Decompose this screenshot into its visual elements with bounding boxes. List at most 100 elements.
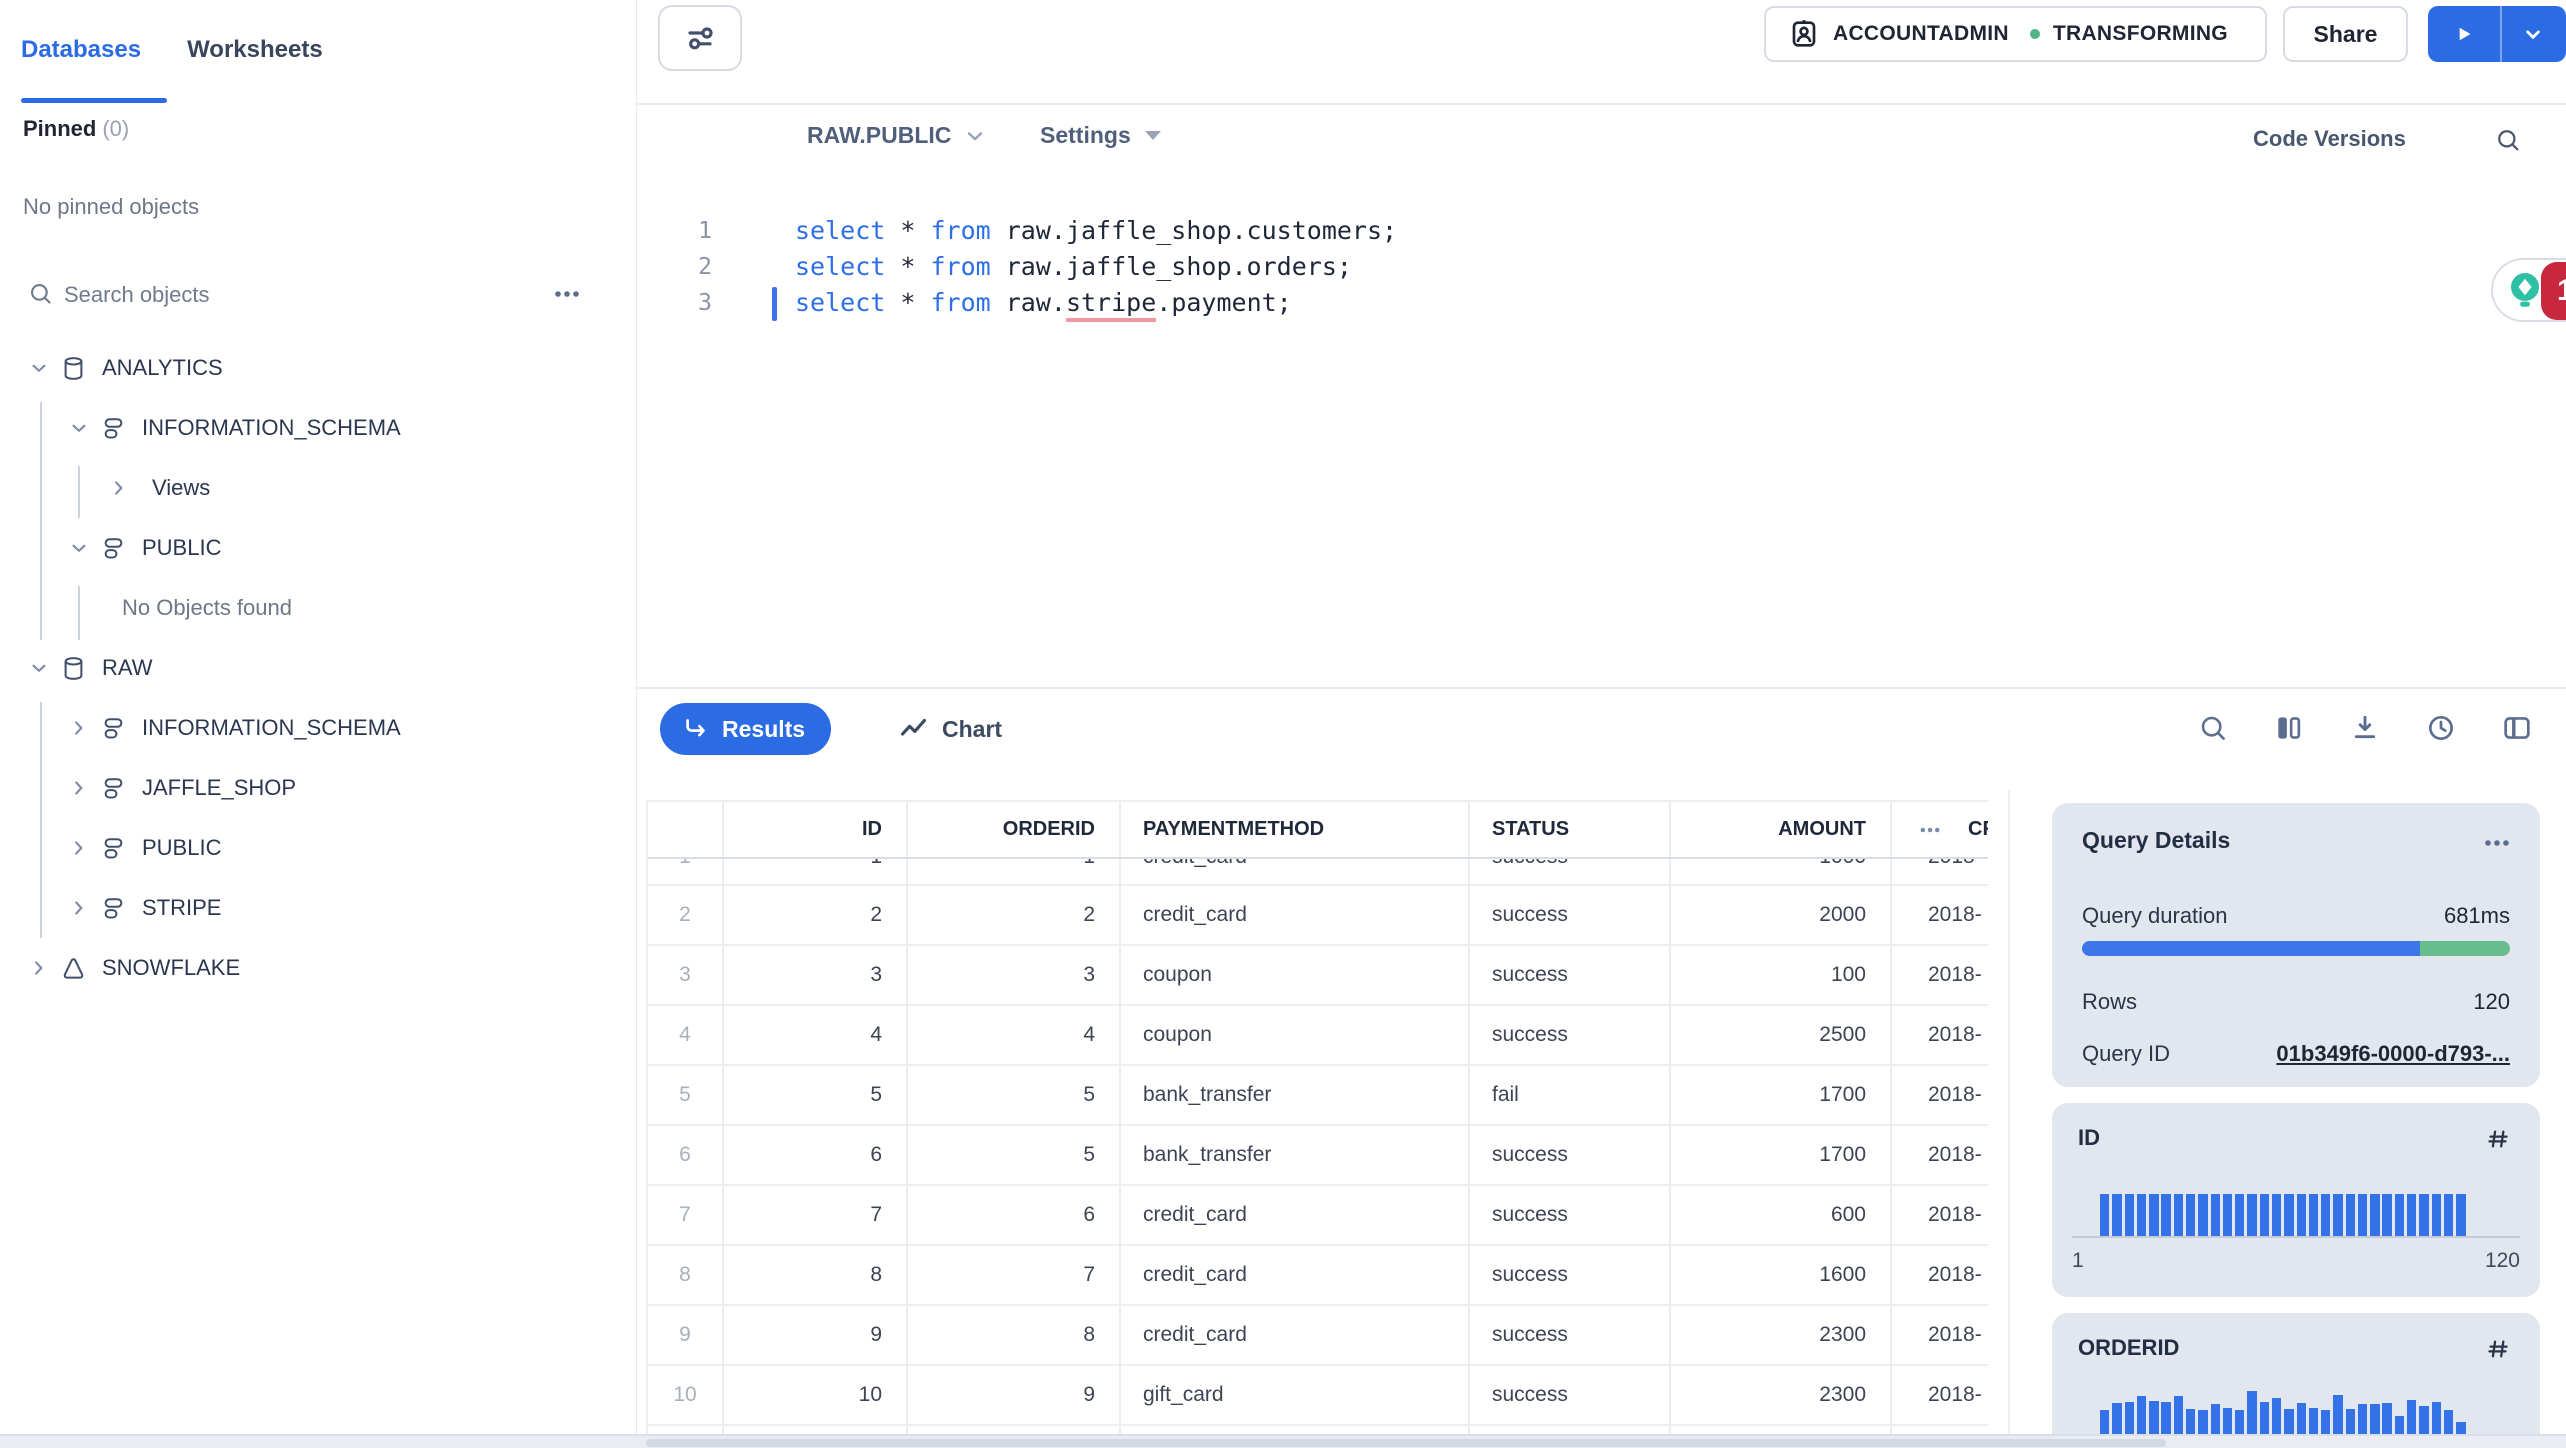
tab-databases[interactable]: Databases xyxy=(21,36,142,63)
table-cell: 4 xyxy=(724,1006,908,1064)
table-cell: 2018- xyxy=(1892,1066,1988,1124)
table-cell: 6 xyxy=(908,1186,1121,1244)
tree-item-label: Views xyxy=(152,475,211,500)
tab-results[interactable]: Results xyxy=(660,703,832,755)
sidebar-more-icon[interactable] xyxy=(552,282,582,306)
table-cell: success xyxy=(1470,946,1671,1004)
share-button[interactable]: Share xyxy=(2283,6,2408,62)
table-cell: success xyxy=(1470,1246,1671,1304)
tree-item-label: INFORMATION_SCHEMA xyxy=(142,715,401,740)
table-row[interactable]: 111credit_cardsuccess10002018- xyxy=(648,859,1988,886)
tree-item-public[interactable]: PUBLIC xyxy=(0,818,636,878)
numeric-column-icon[interactable] xyxy=(2482,1333,2514,1365)
query-details-menu-icon[interactable] xyxy=(2482,831,2512,855)
table-cell: 1 xyxy=(724,859,908,884)
table-row[interactable]: 8 8 7 credit_card success 1600 2018- xyxy=(648,1246,1988,1306)
editor-search-icon[interactable] xyxy=(2494,126,2522,154)
table-cell: 5 xyxy=(908,1066,1121,1124)
tree-item-stripe[interactable]: STRIPE xyxy=(0,878,636,938)
tree-item-raw[interactable]: RAW xyxy=(0,638,636,698)
layout-icon[interactable] xyxy=(2501,712,2533,744)
table-cell: 6 xyxy=(724,1126,908,1184)
warehouse-label: TRANSFORMING xyxy=(2052,22,2228,45)
rows-row: Rows 120 xyxy=(2082,989,2510,1015)
histogram-bar xyxy=(2394,1416,2405,1448)
scrollbar-thumb[interactable] xyxy=(646,1439,2166,1447)
column-menu-icon[interactable] xyxy=(1918,820,1942,840)
code-versions-button[interactable]: Code Versions xyxy=(2253,126,2406,151)
column-header-amount[interactable]: AMOUNT xyxy=(1671,802,1892,857)
history-icon[interactable] xyxy=(2425,712,2457,744)
tree-item-information-schema[interactable]: INFORMATION_SCHEMA xyxy=(0,698,636,758)
table-row-cells: 5 5 5 bank_transfer fail 1700 2018- xyxy=(648,1066,1988,1124)
sidebar-tabs: Databases Worksheets xyxy=(21,0,323,100)
column-header-label: CREATED xyxy=(1968,818,1988,840)
row-number-header[interactable] xyxy=(648,802,724,857)
table-row[interactable]: 9 9 8 credit_card success 2300 2018- xyxy=(648,1306,1988,1366)
column-header-id[interactable]: ID xyxy=(724,802,908,857)
settings-dropdown[interactable]: Settings xyxy=(1040,122,1161,149)
table-row[interactable]: 4 4 4 coupon success 2500 2018- xyxy=(648,1006,1988,1066)
numeric-column-icon[interactable] xyxy=(2482,1123,2514,1155)
search-icon[interactable] xyxy=(2197,712,2229,744)
tree-item-analytics[interactable]: ANALYTICS xyxy=(0,338,636,398)
download-icon[interactable] xyxy=(2349,712,2381,744)
table-row[interactable]: 5 5 5 bank_transfer fail 1700 2018- xyxy=(648,1066,1988,1126)
schema-icon xyxy=(100,535,127,562)
column-header-orderid[interactable]: ORDERID xyxy=(908,802,1121,857)
histogram-bar xyxy=(2185,1409,2196,1448)
table-cell: fail xyxy=(1470,1066,1671,1124)
copilot-suggestion-pill[interactable]: 1 xyxy=(2491,258,2566,322)
tree-item-views[interactable]: Views xyxy=(0,458,636,518)
object-search-row xyxy=(0,270,636,320)
filters-button[interactable] xyxy=(658,5,742,71)
session-context-button[interactable]: ACCOUNTADMIN TRANSFORMING xyxy=(1764,6,2267,62)
table-cell: credit_card xyxy=(1121,1246,1470,1304)
search-input[interactable] xyxy=(64,276,464,314)
tree-item-label: PUBLIC xyxy=(142,835,222,860)
horizontal-scrollbar xyxy=(0,1434,2566,1448)
table-row-cells: 9 9 8 credit_card success 2300 2018- xyxy=(648,1306,1988,1364)
histogram-bar xyxy=(2407,1400,2417,1448)
table-row[interactable]: 10 10 9 gift_card success 2300 2018- xyxy=(648,1366,1988,1426)
table-cell: 2018- xyxy=(1892,1006,1988,1064)
tree-item-information-schema[interactable]: INFORMATION_SCHEMA xyxy=(0,398,636,458)
line-number: 2 xyxy=(698,254,712,280)
tab-worksheets[interactable]: Worksheets xyxy=(187,36,323,63)
tree-item-jaffle-shop[interactable]: JAFFLE_SHOP xyxy=(0,758,636,818)
tree-guide xyxy=(40,402,42,640)
table-row[interactable]: 7 7 6 credit_card success 600 2018- xyxy=(648,1186,1988,1246)
tree-item-no-objects-found[interactable]: No Objects found xyxy=(0,578,636,638)
table-row[interactable]: 6 6 5 bank_transfer success 1700 2018- xyxy=(648,1126,1988,1186)
rightpanel-divider xyxy=(2008,790,2010,1448)
column-header-status[interactable]: STATUS xyxy=(1470,802,1671,857)
sql-error-token: stripe xyxy=(1065,288,1157,322)
run-options-button[interactable] xyxy=(2502,6,2564,62)
tab-chart[interactable]: Chart xyxy=(898,703,1002,755)
table-row[interactable]: 3 3 3 coupon success 100 2018- xyxy=(648,946,1988,1006)
table-cell: 2018- xyxy=(1892,1126,1988,1184)
column-header-paymentmethod[interactable]: PAYMENTMETHOD xyxy=(1121,802,1470,857)
table-cell: credit_card xyxy=(1121,1306,1470,1364)
sql-editor[interactable]: select * from raw.jaffle_shop.customers;… xyxy=(795,213,1397,322)
run-button[interactable] xyxy=(2428,6,2500,62)
object-tree: ANALYTICS INFORMATION_SCHEMA Views PUBLIC No… xyxy=(0,338,636,998)
table-cell xyxy=(1671,1426,1892,1434)
histogram-bar xyxy=(2333,1395,2343,1448)
tree-item-public[interactable]: PUBLIC xyxy=(0,518,636,578)
tree-item-snowflake[interactable]: SNOWFLAKE xyxy=(0,938,636,998)
sql-keyword: select xyxy=(795,216,886,245)
chevron-right-icon xyxy=(68,777,90,799)
sql-keyword: select xyxy=(795,288,886,317)
table-cell: 7 xyxy=(908,1246,1121,1304)
columns-icon[interactable] xyxy=(2273,712,2305,744)
table-row[interactable]: 2 2 2 credit_card success 2000 2018- xyxy=(648,886,1988,946)
table-row-cells: 7 7 6 credit_card success 600 2018- xyxy=(648,1186,1988,1244)
worksheet-context-dropdown[interactable]: RAW.PUBLIC xyxy=(807,122,987,149)
query-id-link[interactable]: 01b349f6-0000-d793-... xyxy=(2276,1041,2510,1066)
column-header-created[interactable]: CREATED xyxy=(1892,802,1988,857)
duration-execution-segment xyxy=(2082,941,2421,956)
histogram-bar xyxy=(2222,1408,2233,1448)
histogram-bar xyxy=(2456,1194,2466,1236)
histogram-bar xyxy=(2394,1194,2405,1236)
